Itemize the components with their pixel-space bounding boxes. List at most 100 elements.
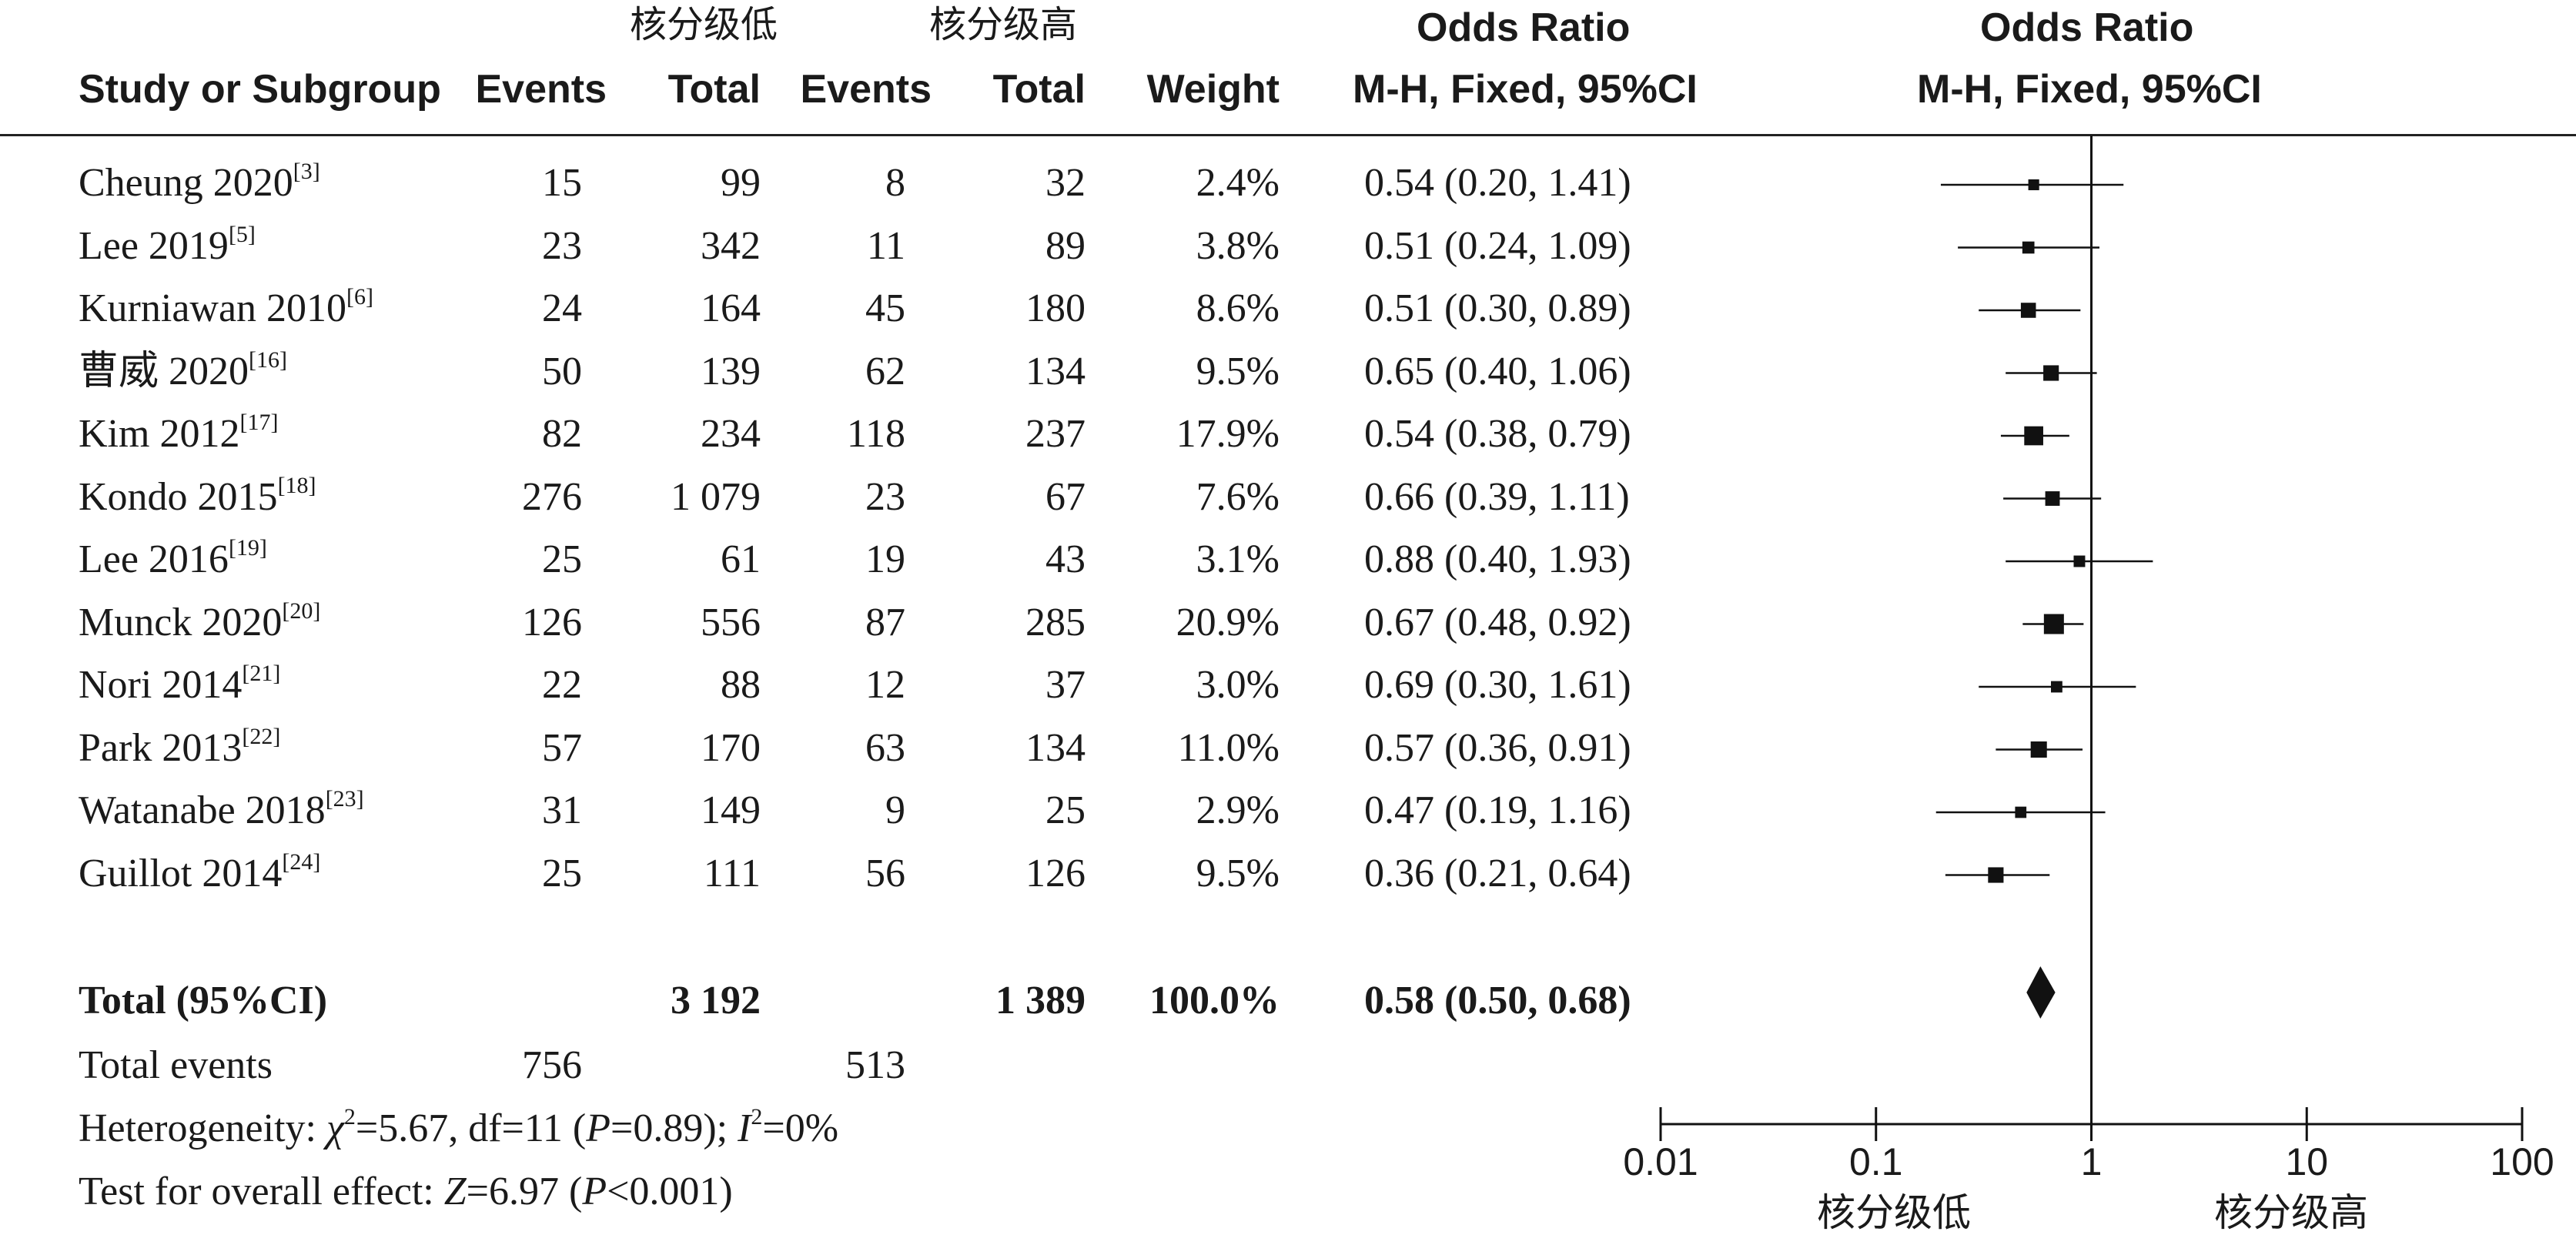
or-ci-value: 0.67 (0.48, 0.92) <box>1364 601 1631 644</box>
pooled-diamond <box>2026 966 2056 1019</box>
weight-value: 2.9% <box>1196 788 1280 832</box>
total-high: 67 <box>1045 475 1086 519</box>
study-point <box>2022 241 2035 254</box>
study-point <box>1988 867 2004 883</box>
study-point <box>2043 365 2059 381</box>
or-method-header: M-H, Fixed, 95%CI <box>1353 67 1698 112</box>
study-point <box>2045 491 2060 506</box>
events-low: 50 <box>542 350 582 393</box>
events-high: 118 <box>846 412 905 456</box>
or-ci-value: 0.54 (0.20, 1.41) <box>1364 161 1631 205</box>
het-ival: =0% <box>762 1106 839 1150</box>
study-name: Munck 2020[20] <box>79 600 320 644</box>
events-high: 19 <box>865 537 905 581</box>
or-ci-value: 0.88 (0.40, 1.93) <box>1364 537 1631 581</box>
weight-value: 2.4% <box>1196 161 1280 205</box>
events-low: 57 <box>542 726 582 770</box>
test-zval: =6.97 ( <box>466 1170 583 1213</box>
or-ci-value: 0.65 (0.40, 1.06) <box>1364 350 1631 393</box>
study-name: Guillot 2014[24] <box>79 851 320 895</box>
study-name-text: Park 2013 <box>79 726 243 770</box>
study-name-text: 曹威 2020 <box>79 350 249 393</box>
study-name-text: Watanabe 2018 <box>79 788 326 832</box>
test-p: P <box>582 1170 607 1213</box>
study-column-header: Study or Subgroup <box>79 67 441 112</box>
favours-left-label: 核分级低 <box>1817 1190 1971 1235</box>
total-high: 37 <box>1045 663 1086 707</box>
study-name: Lee 2019[5] <box>79 223 256 266</box>
events-high: 9 <box>885 788 905 832</box>
study-reference: [5] <box>228 222 256 247</box>
total-high-header: Total <box>992 67 1086 112</box>
heterogeneity-text: Heterogeneity: χ2=5.67, df=11 (P=0.89); … <box>79 1106 839 1150</box>
weight-value: 3.1% <box>1196 537 1280 581</box>
total-high-n: 1 389 <box>995 979 1086 1022</box>
total-high: 180 <box>1025 286 1086 330</box>
test-z: Z <box>443 1170 467 1213</box>
study-point <box>2030 741 2047 758</box>
events-low: 15 <box>542 161 582 205</box>
total-low: 149 <box>701 788 761 832</box>
or-ci-value: 0.51 (0.30, 0.89) <box>1364 286 1631 330</box>
weight-value: 3.0% <box>1196 663 1280 707</box>
or-ci-value: 0.57 (0.36, 0.91) <box>1364 726 1631 770</box>
study-name: Nori 2014[21] <box>79 662 280 707</box>
total-low: 139 <box>701 350 761 393</box>
test-prefix: Test for overall effect: <box>79 1170 444 1213</box>
study-name-text: Kim 2012 <box>79 412 240 456</box>
study-name-text: Munck 2020 <box>79 601 283 644</box>
events-high: 56 <box>865 852 905 895</box>
total-low: 61 <box>721 537 761 581</box>
study-name: Lee 2016[19] <box>79 537 267 581</box>
het-pval: =0.89); <box>611 1106 738 1150</box>
events-high: 62 <box>865 350 905 393</box>
events-high: 87 <box>865 601 905 644</box>
study-name: Kim 2012[17] <box>79 411 278 456</box>
study-name-text: Lee 2016 <box>79 537 229 581</box>
het-i: I <box>738 1106 751 1150</box>
total-high: 126 <box>1025 852 1086 895</box>
het-mid: =5.67, df=11 ( <box>355 1106 587 1150</box>
study-name-text: Kondo 2015 <box>79 475 278 519</box>
study-name: Cheung 2020[3] <box>79 160 320 205</box>
events-high: 11 <box>866 224 905 268</box>
study-name-text: Nori 2014 <box>79 663 243 707</box>
or-ci-value: 0.51 (0.24, 1.09) <box>1364 224 1631 268</box>
study-name-text: Cheung 2020 <box>79 161 293 205</box>
study-name: Park 2013[22] <box>79 725 280 770</box>
weight-header: Weight <box>1146 67 1280 112</box>
total-high: 43 <box>1045 537 1086 581</box>
het-p: P <box>586 1106 611 1150</box>
total-low: 234 <box>701 412 761 456</box>
or-ci-value: 0.36 (0.21, 0.64) <box>1364 852 1631 895</box>
study-reference: [22] <box>242 724 281 749</box>
total-low-n: 3 192 <box>671 979 761 1022</box>
total-low: 1 079 <box>671 475 761 519</box>
study-name: Kurniawan 2010[6] <box>79 286 373 329</box>
het-i-sup: 2 <box>751 1104 763 1130</box>
or-ci-value: 0.47 (0.19, 1.16) <box>1364 788 1631 832</box>
events-high: 45 <box>865 286 905 330</box>
study-point <box>2020 303 2036 318</box>
het-prefix: Heterogeneity: <box>79 1106 326 1150</box>
total-weight: 100.0% <box>1149 979 1280 1022</box>
total-high: 237 <box>1025 412 1086 456</box>
events-low: 22 <box>542 663 582 707</box>
het-chi-sup: 2 <box>343 1104 356 1130</box>
total-label: Total (95%CI) <box>79 979 328 1022</box>
weight-value: 9.5% <box>1196 350 1280 393</box>
events-low: 126 <box>522 601 582 644</box>
header-rule <box>0 134 2576 136</box>
x-tick-label: 0.01 <box>1623 1140 1698 1183</box>
events-low-header: Events <box>475 67 607 112</box>
total-low: 111 <box>703 852 761 895</box>
study-point <box>2073 555 2086 567</box>
or-ci-value: 0.69 (0.30, 1.61) <box>1364 663 1631 707</box>
study-reference: [16] <box>249 347 287 373</box>
study-name-text: Guillot 2014 <box>79 852 283 895</box>
study-point <box>2051 681 2062 693</box>
x-tick-label: 1 <box>2080 1140 2103 1183</box>
x-tick-label: 10 <box>2285 1140 2329 1183</box>
total-ci: 0.58 (0.50, 0.68) <box>1364 979 1631 1022</box>
